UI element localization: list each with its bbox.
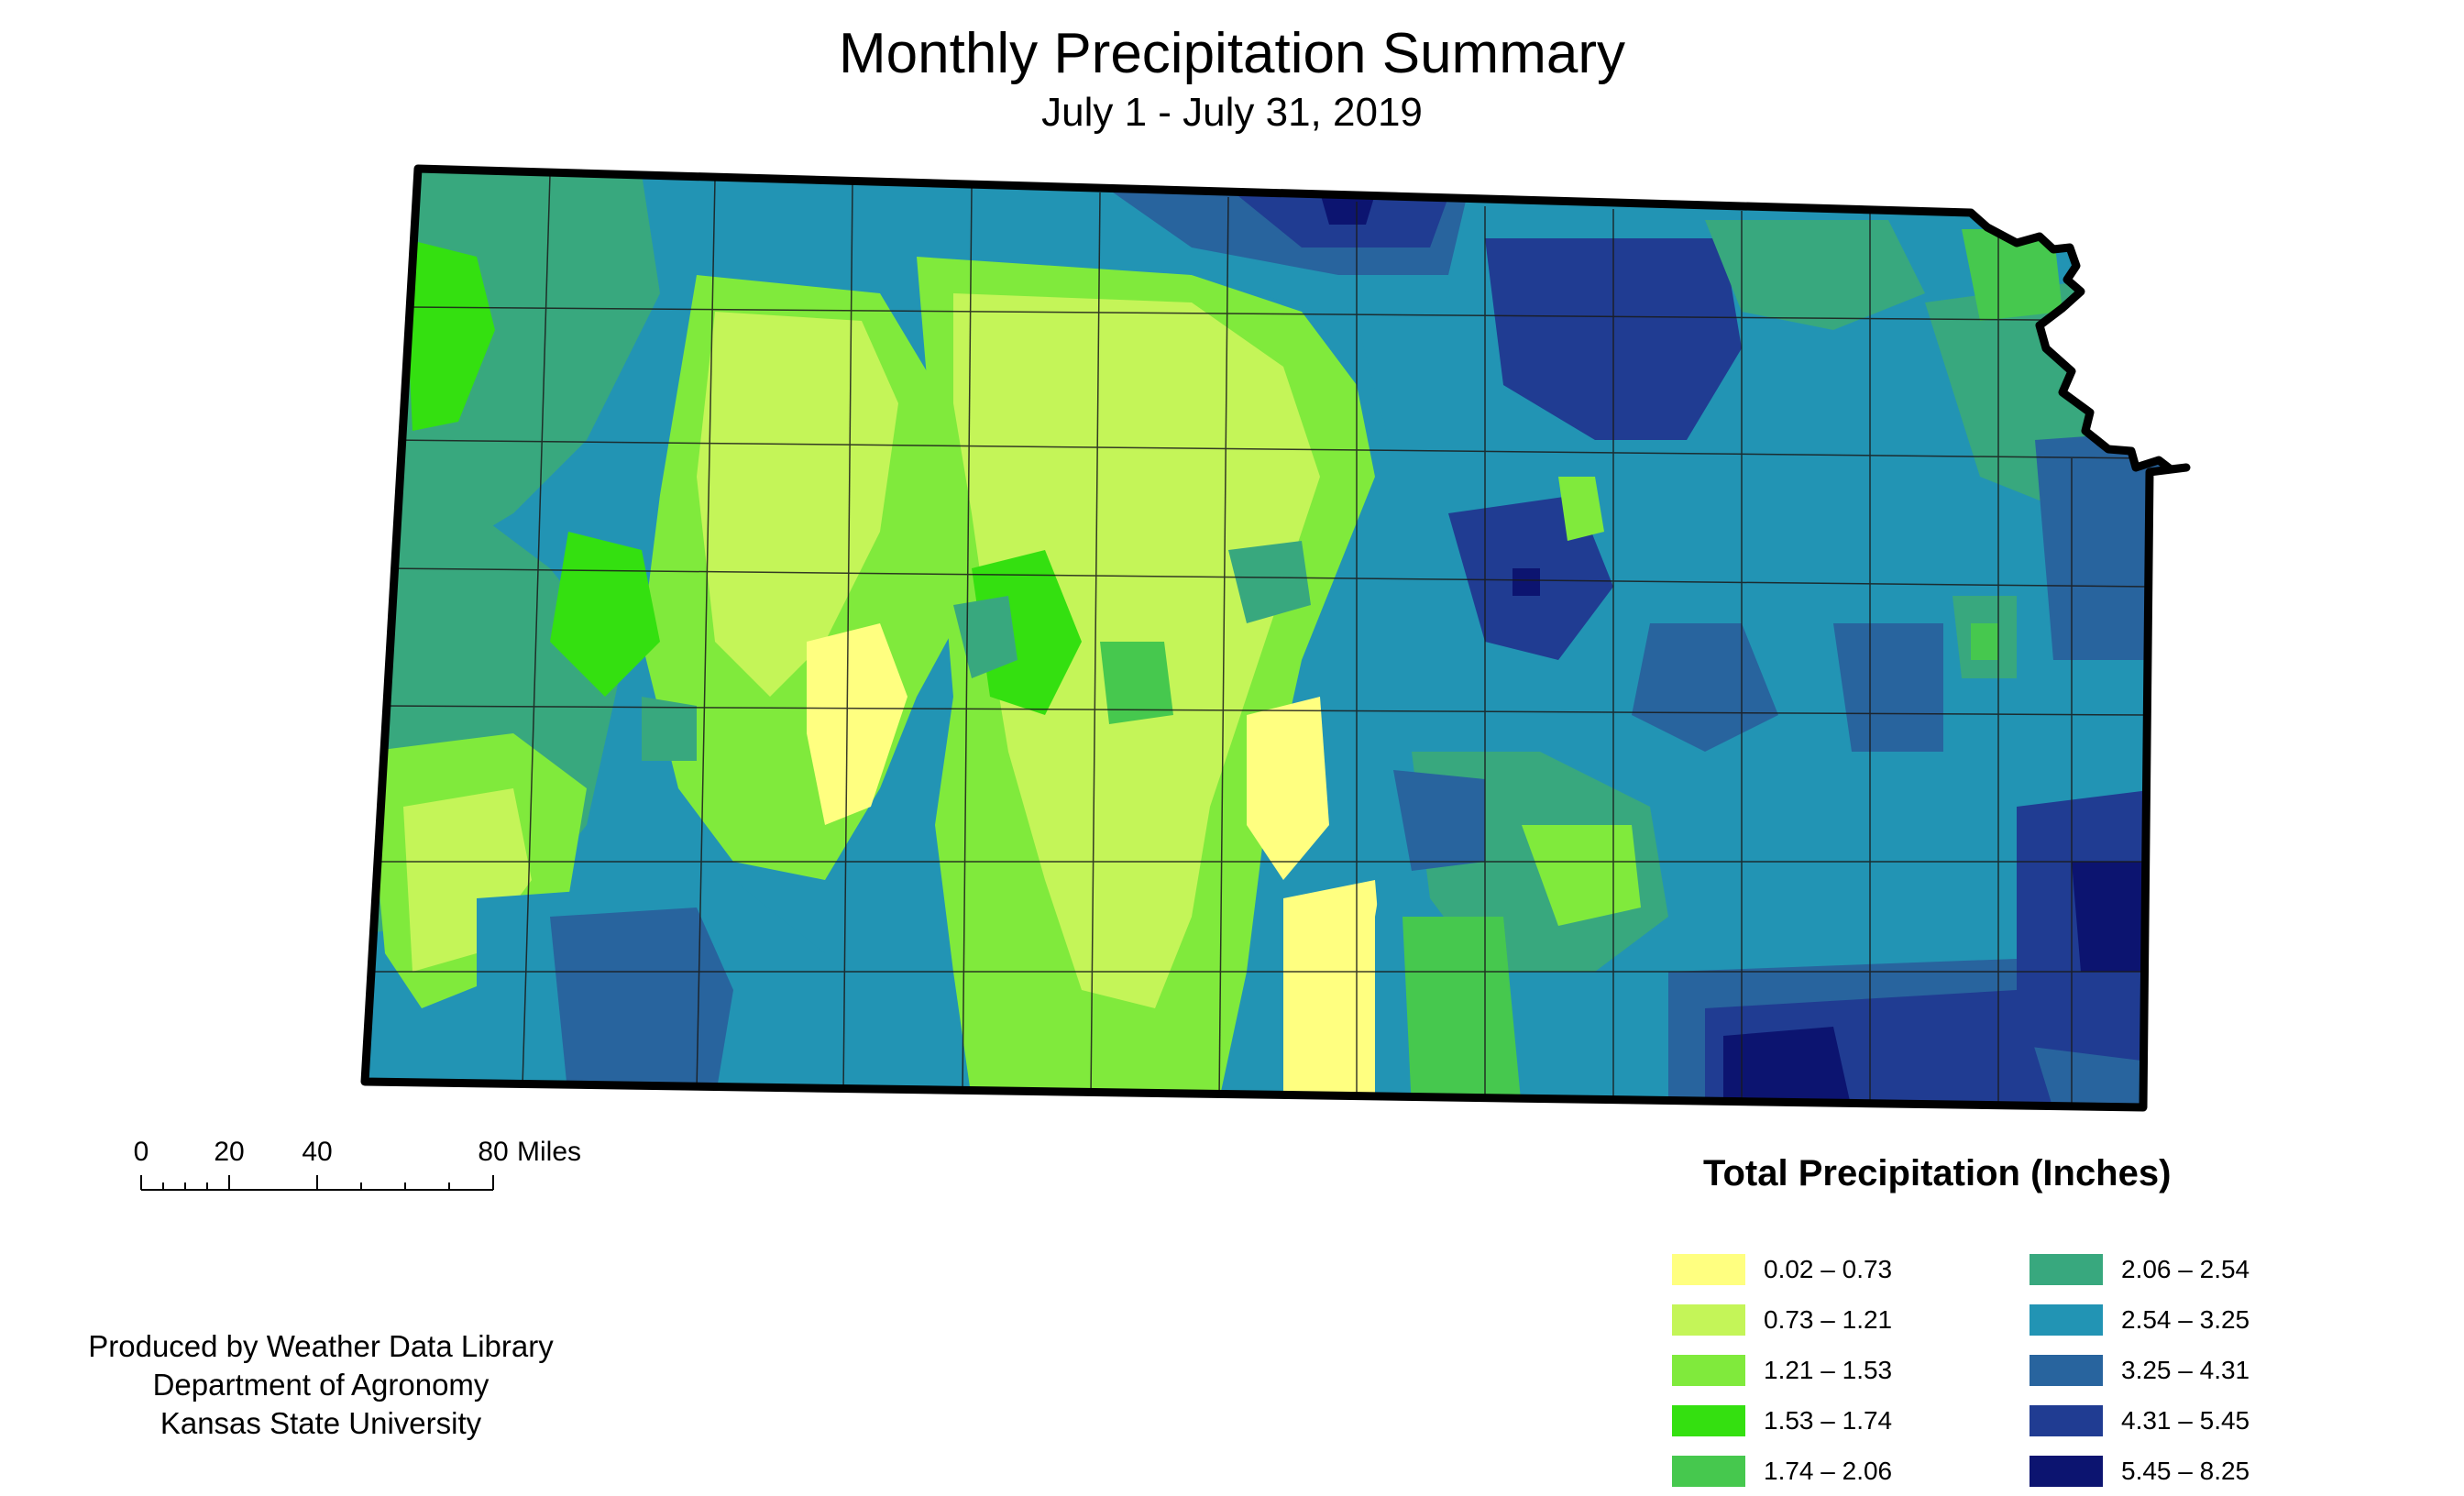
legend-swatch: [1672, 1355, 1745, 1386]
zone-ne-green: [1962, 229, 2062, 321]
zone-mid-teal-spot: [953, 596, 1018, 678]
credit-line: Kansas State University: [160, 1406, 482, 1440]
zone-mid-green-2: [1100, 642, 1173, 724]
zone-mid-green: [972, 550, 1082, 715]
zone-mid-yellow-2: [1283, 880, 1393, 1100]
zone-west-spot: [642, 697, 697, 761]
zone-sw-light: [403, 788, 532, 972]
legend-label: 1.53 – 1.74: [1764, 1406, 1893, 1435]
legend-label: 2.54 – 3.25: [2121, 1305, 2250, 1334]
map-title: Monthly Precipitation Summary: [839, 22, 1625, 85]
scale-bar-graphic: [140, 1175, 494, 1191]
legend-label: 5.45 – 8.25: [2121, 1457, 2250, 1485]
zone-e-deep: [1512, 568, 1540, 596]
legend-label: 2.06 – 2.54: [2121, 1255, 2250, 1283]
scale-tick-label: 0: [133, 1137, 149, 1167]
credit-line: Produced by Weather Data Library: [88, 1329, 554, 1363]
legend-swatch: [2030, 1355, 2103, 1386]
legend-swatch: [2030, 1254, 2103, 1285]
legend-title: Total Precipitation (Inches): [1703, 1153, 2172, 1194]
zone-se-lime: [1522, 825, 1641, 926]
legend-swatch: [1672, 1405, 1745, 1436]
scale-tick-label: 40: [302, 1137, 333, 1167]
scale-tick-label: 20: [214, 1137, 245, 1167]
scale-unit-label: Miles: [517, 1137, 582, 1167]
zone-e-lime-spot: [1558, 477, 1604, 541]
map-subtitle: July 1 - July 31, 2019: [1041, 90, 1423, 135]
legend-swatch: [1672, 1456, 1745, 1487]
zone-sw-darkblue: [550, 908, 733, 1100]
scale-tick-label: 80: [478, 1137, 509, 1167]
zone-north-deep: [1320, 192, 1375, 225]
legend-label: 1.74 – 2.06: [1764, 1457, 1893, 1485]
legend-swatch: [2030, 1405, 2103, 1436]
legend-label: 1.21 – 1.53: [1764, 1356, 1893, 1384]
zone-central-yellow: [807, 623, 908, 825]
zone-se-deep: [2072, 862, 2163, 972]
legend-label: 0.73 – 1.21: [1764, 1305, 1893, 1334]
legend-swatch: [1672, 1254, 1745, 1285]
zone-e-green-spot: [1971, 623, 1998, 660]
credit-line: Department of Agronomy: [152, 1368, 490, 1402]
zone-s-green: [1402, 917, 1522, 1107]
legend-swatch: [2030, 1456, 2103, 1487]
zone-se-darkblue: [1393, 770, 1485, 871]
legend-label: 3.25 – 4.31: [2121, 1356, 2250, 1384]
legend-swatch: [1672, 1304, 1745, 1336]
county-boundaries: [365, 173, 2150, 1107]
zone-central-light: [697, 312, 898, 697]
scale-bar: 0 20 40 80 Miles: [128, 1137, 605, 1201]
zone-west-green-2: [550, 532, 660, 697]
zone-mid-teal-spot-2: [1228, 541, 1311, 623]
zone-west-green: [403, 238, 495, 431]
state-outline: [360, 164, 2191, 1112]
legend-label: 4.31 – 5.45: [2121, 1406, 2250, 1435]
zone-s-blue: [1485, 972, 1668, 1107]
zone-e-darkblue: [2035, 431, 2163, 660]
legend-swatch: [2030, 1304, 2103, 1336]
precipitation-surface: [365, 169, 2186, 1107]
zone-e-darkblue-3: [1833, 623, 1943, 752]
zone-s-deep: [1723, 1027, 1852, 1107]
credit-block: Produced by Weather Data Library Departm…: [37, 1327, 605, 1443]
legend-label: 0.02 – 0.73: [1764, 1255, 1893, 1283]
zone-mid-yellow-1: [1247, 697, 1329, 880]
